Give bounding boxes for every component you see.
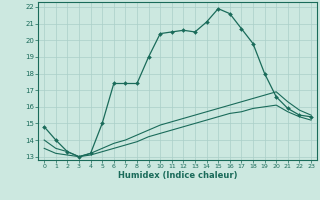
X-axis label: Humidex (Indice chaleur): Humidex (Indice chaleur) [118,171,237,180]
